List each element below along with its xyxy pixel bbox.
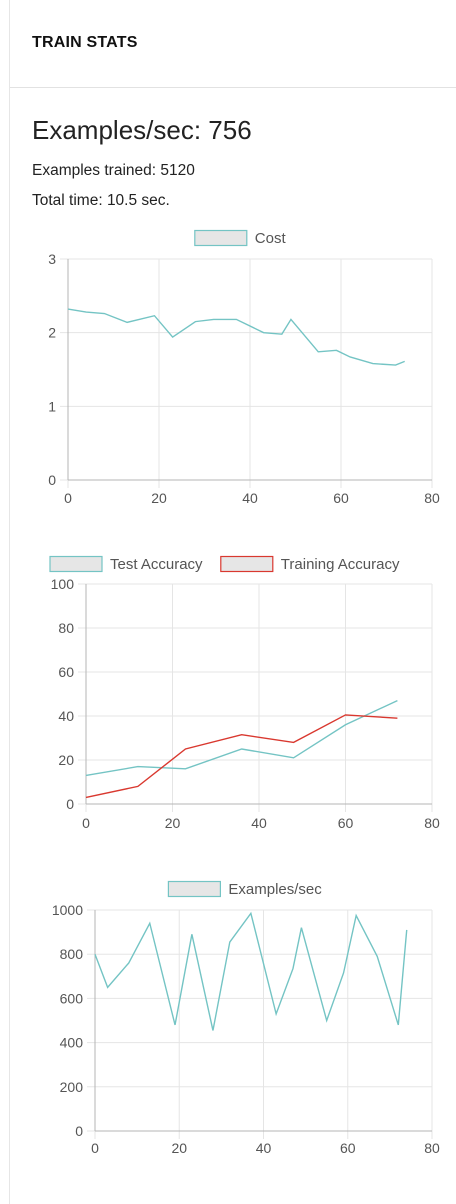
examples-trained-stat: Examples trained: 5120 bbox=[32, 162, 195, 179]
x-tick-label: 40 bbox=[251, 815, 267, 831]
y-tick-label: 400 bbox=[60, 1035, 84, 1051]
y-tick-label: 0 bbox=[66, 796, 74, 812]
panel-title: TRAIN STATS bbox=[32, 34, 138, 51]
x-tick-label: 40 bbox=[256, 1140, 272, 1156]
x-tick-label: 0 bbox=[82, 815, 90, 831]
legend-swatch bbox=[194, 229, 248, 247]
y-tick-label: 20 bbox=[58, 752, 74, 768]
y-tick-label: 200 bbox=[60, 1079, 84, 1095]
y-tick-label: 800 bbox=[60, 946, 84, 962]
legend-swatch bbox=[220, 555, 274, 573]
x-tick-label: 80 bbox=[424, 490, 440, 506]
cost-chart: 0 1 2 3 0 20 40 60 80 Cost bbox=[48, 229, 440, 506]
x-tick-label: 20 bbox=[165, 815, 181, 831]
y-tick-label: 3 bbox=[48, 251, 56, 267]
x-tick-label: 0 bbox=[91, 1140, 99, 1156]
legend-swatch bbox=[49, 555, 103, 573]
x-tick-label: 80 bbox=[424, 815, 440, 831]
legend-label: Training Accuracy bbox=[281, 556, 400, 573]
x-tick-label: 60 bbox=[338, 815, 354, 831]
y-tick-label: 0 bbox=[75, 1123, 83, 1139]
left-border bbox=[9, 0, 10, 1204]
series-line bbox=[85, 714, 398, 799]
x-tick-label: 40 bbox=[242, 490, 258, 506]
x-tick-label: 60 bbox=[333, 490, 349, 506]
series-line bbox=[94, 911, 408, 1031]
x-tick-label: 80 bbox=[424, 1140, 440, 1156]
y-tick-label: 0 bbox=[48, 472, 56, 488]
series-line bbox=[85, 699, 398, 777]
examples-per-sec-stat: Examples/sec: 756 bbox=[32, 115, 252, 145]
legend-swatch bbox=[167, 880, 221, 898]
y-tick-label: 600 bbox=[60, 990, 84, 1006]
x-tick-label: 20 bbox=[151, 490, 167, 506]
y-tick-label: 40 bbox=[58, 708, 74, 724]
y-tick-label: 60 bbox=[58, 664, 74, 680]
y-tick-label: 2 bbox=[48, 325, 56, 341]
examples-per-sec-chart: 0 200 400 600 800 1000 0 20 40 60 80 Examples/sec bbox=[52, 880, 440, 1156]
panel-header: TRAIN STATS bbox=[10, 0, 456, 88]
legend-label: Test Accuracy bbox=[110, 556, 203, 573]
series-line bbox=[67, 308, 405, 366]
x-tick-label: 60 bbox=[340, 1140, 356, 1156]
legend-label: Cost bbox=[255, 230, 287, 247]
total-time-stat: Total time: 10.5 sec. bbox=[32, 192, 170, 209]
accuracy-chart: 0 20 40 60 80 100 0 20 40 60 80 Test Accuracy Traini… bbox=[49, 555, 440, 831]
legend-label: Examples/sec bbox=[228, 881, 322, 898]
y-tick-label: 1 bbox=[48, 398, 56, 414]
y-tick-label: 1000 bbox=[52, 902, 83, 918]
y-tick-label: 80 bbox=[58, 620, 74, 636]
x-tick-label: 20 bbox=[171, 1140, 187, 1156]
y-tick-label: 100 bbox=[51, 576, 75, 592]
x-tick-label: 0 bbox=[64, 490, 72, 506]
